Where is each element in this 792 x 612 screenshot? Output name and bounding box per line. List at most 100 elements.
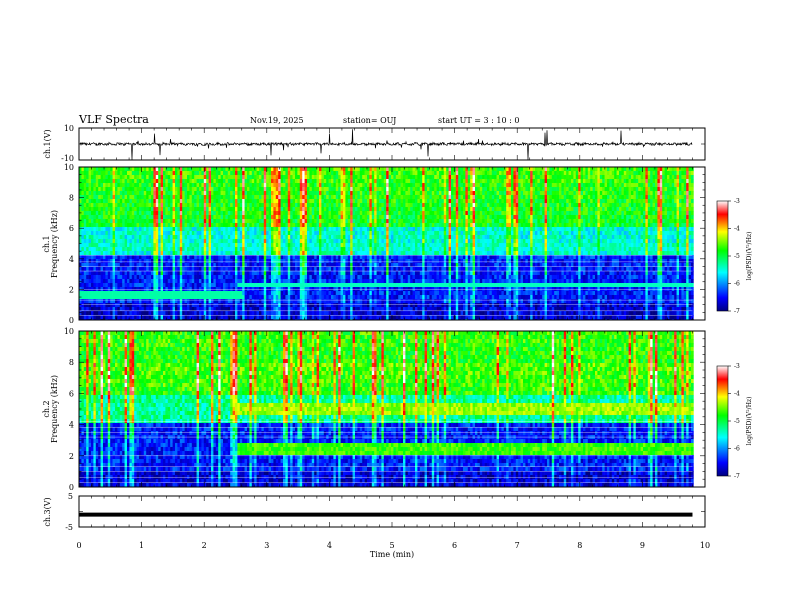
spectrogram-cell — [278, 243, 281, 248]
spectrogram-cell — [153, 171, 157, 176]
spectrogram-cell — [297, 203, 301, 208]
spectrogram-cell — [364, 179, 368, 184]
spectrogram-cell — [95, 303, 99, 308]
spectrogram-cell — [249, 223, 253, 228]
spectrogram-cell — [163, 255, 166, 260]
spectrogram-cell — [203, 235, 207, 240]
spectrogram-cell — [328, 207, 332, 212]
spectrogram-cell — [297, 195, 301, 200]
spectrogram-cell — [98, 299, 101, 304]
spectrogram-cell — [122, 195, 125, 200]
spectrogram-cell — [335, 171, 339, 176]
spectrogram-cell — [302, 235, 305, 240]
spectrogram-cell — [254, 239, 257, 244]
spectrogram-cell — [127, 235, 130, 240]
spectrogram-cell — [266, 231, 269, 236]
spectrogram-cell — [247, 259, 250, 264]
spectrogram-cell — [326, 175, 329, 180]
spectrogram-cell — [172, 175, 176, 180]
spectrogram-cell — [105, 259, 109, 264]
spectrogram-cell — [254, 219, 257, 224]
spectrogram-cell — [227, 283, 231, 288]
spectrogram-cell — [134, 219, 137, 224]
spectrogram-cell — [184, 171, 188, 176]
spectrogram-cell — [127, 247, 130, 252]
spectrogram-cell — [343, 255, 346, 260]
spectrogram-cell — [83, 183, 87, 188]
spectrogram-cell — [81, 239, 85, 244]
spectrogram-cell — [107, 199, 111, 204]
spectrogram-cell — [379, 175, 382, 180]
spectrogram-cell — [223, 243, 226, 248]
spectrogram-cell — [206, 195, 209, 200]
spectrogram-cell — [311, 175, 315, 180]
spectrogram-cell — [321, 179, 325, 184]
spectrogram-cell — [103, 167, 106, 172]
spectrogram-cell — [259, 303, 262, 308]
spectrogram-cell — [203, 179, 207, 184]
spectrogram-cell — [129, 291, 133, 296]
spectrogram-cell — [335, 167, 339, 172]
spectrogram-cell — [263, 251, 267, 256]
spectrogram-cell — [141, 295, 145, 300]
spectrogram-cell — [347, 291, 351, 296]
spectrogram-cell — [131, 247, 135, 252]
spectrogram-cell — [103, 235, 106, 240]
spectrogram-cell — [146, 227, 149, 232]
spectrogram-cell — [134, 255, 137, 260]
spectrogram-cell — [323, 175, 327, 180]
spectrogram-cell — [379, 247, 382, 252]
spectrogram-cell — [290, 171, 293, 176]
spectrogram-cell — [153, 223, 157, 228]
spectrogram-cell — [93, 311, 97, 316]
spectrogram-cell — [136, 275, 140, 280]
spectrogram-cell — [235, 223, 238, 228]
spectrogram-cell — [323, 187, 327, 192]
spectrogram-cell — [235, 203, 238, 208]
spectrogram-cell — [115, 291, 118, 296]
spectrogram-cell — [247, 207, 250, 212]
spectrogram-cell — [88, 251, 92, 256]
spectrogram-cell — [311, 235, 315, 240]
spectrogram-cell — [259, 315, 262, 320]
spectrogram-cell — [91, 291, 94, 296]
spectrogram-cell — [297, 311, 301, 316]
spectrogram-cell — [261, 183, 265, 188]
spectrogram-cell — [112, 307, 116, 312]
spectrogram-cell — [131, 175, 135, 180]
spectrogram-cell — [374, 179, 377, 184]
spectrogram-cell — [242, 167, 245, 172]
spectrogram-cell — [355, 203, 358, 208]
spectrogram-cell — [211, 175, 214, 180]
spectrogram-cell — [167, 247, 171, 252]
spectrogram-cell — [321, 219, 325, 224]
spectrogram-cell — [129, 191, 133, 196]
spectrogram-cell — [273, 195, 277, 200]
spectrogram-cell — [350, 271, 353, 276]
spectrogram-cell — [194, 271, 197, 276]
spectrogram-cell — [131, 271, 135, 276]
spectrogram-cell — [333, 303, 337, 308]
spectrogram-cell — [182, 315, 185, 320]
spectrogram-cell — [88, 255, 92, 260]
spectrogram-cell — [280, 231, 284, 236]
spectrogram-cell — [232, 167, 236, 172]
spectrogram-cell — [127, 291, 130, 296]
spectrogram-cell — [263, 247, 267, 252]
spectrogram-cell — [357, 195, 361, 200]
spectrogram-cell — [131, 191, 135, 196]
spectrogram-cell — [335, 295, 339, 300]
spectrogram-cell — [122, 255, 125, 260]
spectrogram-cell — [95, 219, 99, 224]
spectrogram-cell — [357, 295, 361, 300]
spectrogram-cell — [191, 219, 195, 224]
spectrogram-cell — [280, 255, 284, 260]
spectrogram-cell — [98, 231, 101, 236]
spectrogram-cell — [316, 243, 320, 248]
spectrogram-cell — [215, 195, 219, 200]
spectrogram-cell — [273, 207, 277, 212]
spectrogram-cell — [91, 315, 94, 320]
spectrogram-cell — [321, 183, 325, 188]
spectrogram-cell — [215, 179, 219, 184]
spectrogram-cell — [131, 243, 135, 248]
